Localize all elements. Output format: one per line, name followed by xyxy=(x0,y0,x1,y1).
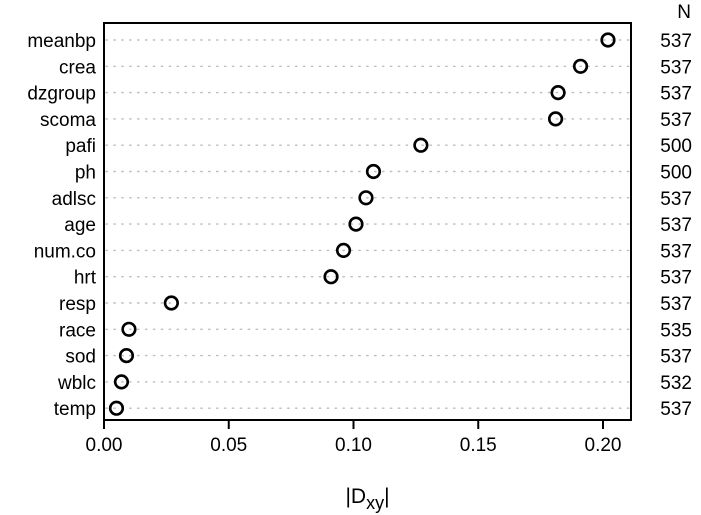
n-column: N 537 537 537 537 500 500 537 537 537 537 537 535 53… xyxy=(660,2,692,420)
data-point-resp xyxy=(163,295,179,311)
row-label-age: age xyxy=(64,215,96,236)
n-value-ph: 500 xyxy=(660,163,692,184)
x-tick-label-1: 0.05 xyxy=(210,435,247,456)
n-column-header: N xyxy=(677,2,691,23)
data-point-dzgroup xyxy=(550,84,566,101)
row-label-adlsc: adlsc xyxy=(52,189,96,210)
data-points xyxy=(108,32,616,416)
data-point-sod xyxy=(118,348,135,364)
n-value-temp: 537 xyxy=(660,399,692,420)
data-point-num.co xyxy=(335,242,352,258)
data-point-age xyxy=(348,216,364,232)
x-tick-label-3: 0.15 xyxy=(460,435,497,456)
x-tick-label-4: 0.20 xyxy=(585,435,622,456)
row-label-scoma: scoma xyxy=(40,110,96,131)
n-value-dzgroup: 537 xyxy=(660,84,692,105)
x-tick-label-0: 0.00 xyxy=(86,435,123,456)
x-tick-label-2: 0.10 xyxy=(335,435,372,456)
x-axis: 0.00 0.05 0.10 0.15 0.20 xyxy=(86,420,622,456)
grid-lines xyxy=(105,39,630,409)
data-point-scoma xyxy=(547,111,564,127)
row-label-temp: temp xyxy=(54,399,96,420)
n-value-num.co: 537 xyxy=(660,241,692,262)
x-axis-title-end: | xyxy=(384,485,389,508)
n-value-crea: 537 xyxy=(660,57,692,78)
data-point-ph xyxy=(365,163,382,180)
n-value-race: 535 xyxy=(660,320,692,341)
row-label-hrt: hrt xyxy=(74,268,97,289)
data-point-pafi xyxy=(413,137,429,153)
row-label-crea: crea xyxy=(59,57,96,78)
data-point-adlsc xyxy=(358,190,374,206)
row-label-ph: ph xyxy=(75,163,96,184)
n-value-pafi: 500 xyxy=(660,136,692,157)
data-point-race xyxy=(121,321,137,337)
row-label-race: race xyxy=(59,320,96,341)
row-label-sod: sod xyxy=(65,347,96,368)
n-value-adlsc: 537 xyxy=(660,189,692,210)
row-label-meanbp: meanbp xyxy=(27,31,96,52)
data-point-crea xyxy=(572,58,589,74)
n-value-scoma: 537 xyxy=(660,110,692,131)
x-axis-title-subscript: xy xyxy=(366,493,384,513)
n-value-sod: 537 xyxy=(660,347,692,368)
x-axis-title: |Dxy| xyxy=(345,485,389,513)
row-label-resp: resp xyxy=(59,294,96,315)
data-point-hrt xyxy=(323,269,339,285)
row-labels: meanbp crea dzgroup scoma pafi ph adlsc age num.… xyxy=(27,31,96,420)
data-point-temp xyxy=(108,400,125,416)
row-label-num.co: num.co xyxy=(34,241,96,262)
n-value-wblc: 532 xyxy=(660,373,692,394)
row-label-wblc: wblc xyxy=(57,373,96,394)
plot-frame xyxy=(103,22,632,421)
n-value-meanbp: 537 xyxy=(660,31,692,52)
data-point-wblc xyxy=(113,374,130,390)
n-value-resp: 537 xyxy=(660,294,692,315)
x-axis-title-main: |D xyxy=(345,485,366,508)
data-point-meanbp xyxy=(600,32,616,48)
row-label-pafi: pafi xyxy=(65,136,96,157)
n-value-age: 537 xyxy=(660,215,692,236)
row-label-dzgroup: dzgroup xyxy=(27,84,96,105)
n-value-hrt: 537 xyxy=(660,268,692,289)
